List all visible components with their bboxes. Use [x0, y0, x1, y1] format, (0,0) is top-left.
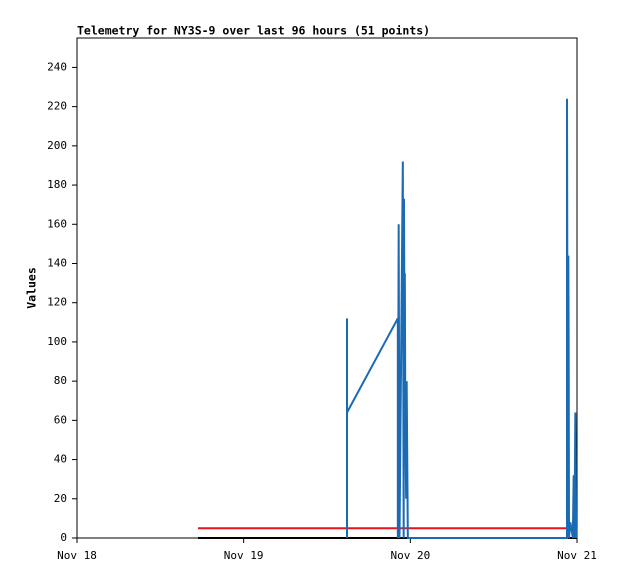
x-tick-label: Nov 20 — [390, 549, 430, 562]
y-tick-label: 60 — [54, 413, 67, 426]
y-tick-label: 200 — [47, 139, 67, 152]
y-tick-label: 80 — [54, 374, 67, 387]
x-tick-label: Nov 21 — [557, 549, 597, 562]
chart-title: Telemetry for NY3S-9 over last 96 hours … — [77, 24, 430, 38]
series-line — [346, 98, 578, 539]
y-tick-label: 100 — [47, 335, 67, 348]
y-tick-label: 220 — [47, 100, 67, 113]
y-tick-label: 40 — [54, 453, 67, 466]
x-tick-label: Nov 18 — [57, 549, 97, 562]
y-tick-label: 20 — [54, 492, 67, 505]
y-tick-label: 240 — [47, 60, 67, 73]
y-tick-label: 160 — [47, 217, 67, 230]
y-tick-label: 140 — [47, 256, 67, 269]
y-tick-label: 0 — [60, 531, 67, 544]
y-axis-label: Values — [25, 267, 39, 309]
y-tick-label: 180 — [47, 178, 67, 191]
x-tick-label: Nov 19 — [224, 549, 264, 562]
y-tick-label: 120 — [47, 296, 67, 309]
